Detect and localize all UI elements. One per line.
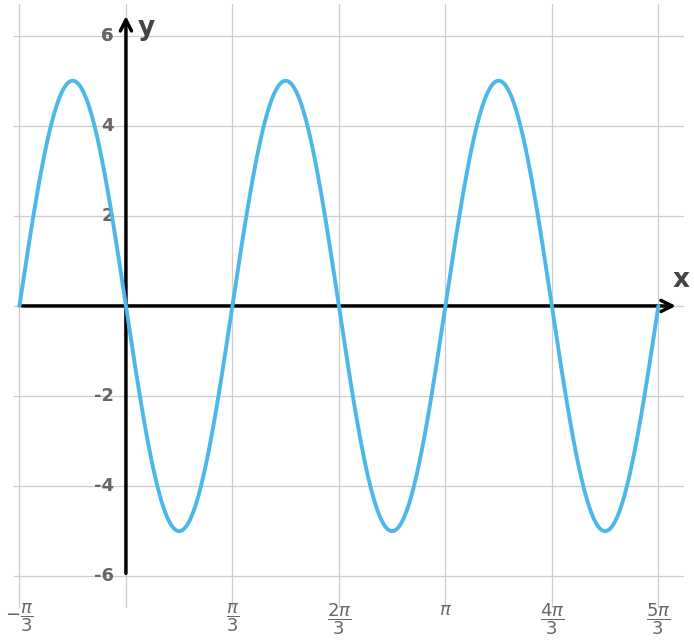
- Text: $\pi$: $\pi$: [439, 601, 452, 619]
- Text: $\dfrac{4\pi}{3}$: $\dfrac{4\pi}{3}$: [540, 601, 564, 637]
- Text: $\dfrac{\pi}{3}$: $\dfrac{\pi}{3}$: [226, 601, 239, 634]
- Text: 6: 6: [101, 27, 114, 45]
- Text: 4: 4: [101, 117, 114, 135]
- Text: 2: 2: [101, 207, 114, 225]
- Text: -2: -2: [94, 387, 114, 405]
- Text: x: x: [672, 267, 689, 293]
- Text: $\dfrac{5\pi}{3}$: $\dfrac{5\pi}{3}$: [646, 601, 670, 637]
- Text: 6: 6: [101, 27, 114, 45]
- Text: y: y: [138, 15, 155, 42]
- Text: $-\dfrac{\pi}{3}$: $-\dfrac{\pi}{3}$: [5, 601, 34, 634]
- Text: -4: -4: [94, 477, 114, 495]
- Text: $\dfrac{2\pi}{3}$: $\dfrac{2\pi}{3}$: [327, 601, 351, 637]
- Text: -6: -6: [94, 567, 114, 586]
